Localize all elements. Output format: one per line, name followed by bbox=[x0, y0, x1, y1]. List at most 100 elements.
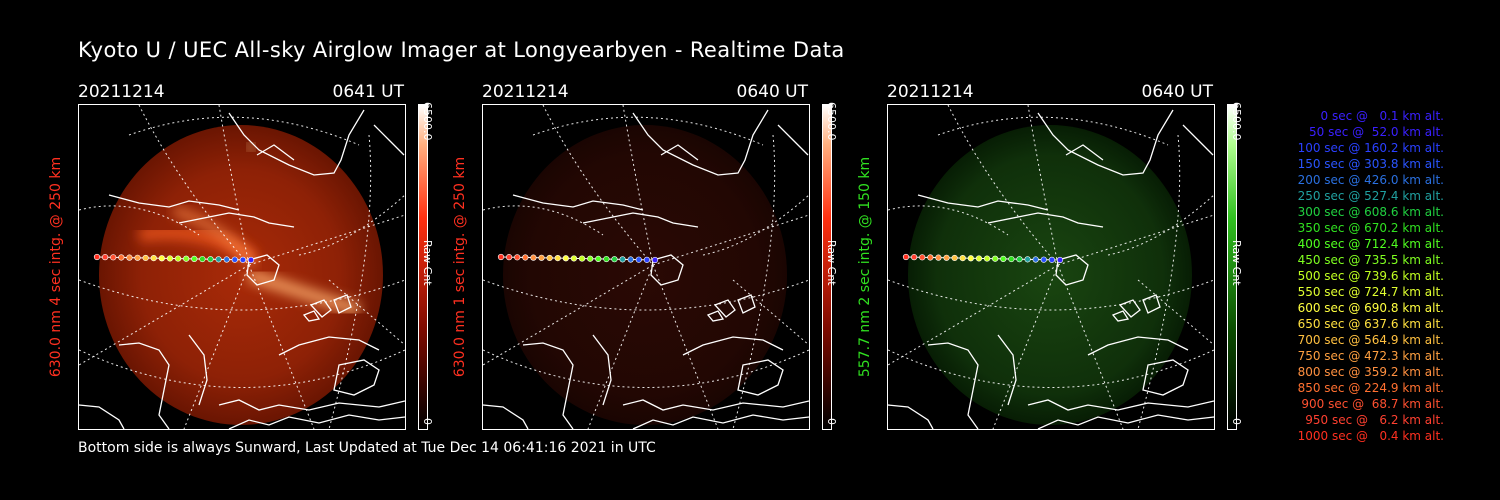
page-title: Kyoto U / UEC All-sky Airglow Imager at … bbox=[78, 38, 845, 62]
coastline bbox=[108, 194, 240, 211]
legend-entry: 300 sec @ 608.6 km alt. bbox=[1297, 205, 1444, 219]
coastline bbox=[917, 194, 1049, 211]
grid-line bbox=[79, 205, 200, 236]
track-marker bbox=[911, 254, 918, 261]
track-marker bbox=[919, 254, 926, 261]
track-marker bbox=[587, 255, 594, 262]
grid-line bbox=[218, 105, 250, 266]
grid-line bbox=[702, 194, 809, 256]
panel-ylabel: 630.0 nm 4 sec intg. @ 250 km bbox=[48, 156, 64, 378]
grid-line bbox=[298, 194, 405, 256]
grid-line bbox=[128, 116, 360, 146]
track-marker bbox=[603, 255, 610, 263]
track-marker bbox=[927, 254, 934, 261]
legend-entry: 150 sec @ 303.8 km alt. bbox=[1297, 157, 1444, 171]
coastline bbox=[79, 404, 125, 429]
panel-ylabel: 630.0 nm 1 sec intg. @ 250 km bbox=[452, 156, 468, 378]
track-marker bbox=[142, 254, 149, 262]
legend-entry: 850 sec @ 224.9 km alt. bbox=[1297, 381, 1444, 395]
track-marker bbox=[935, 254, 942, 261]
grid-line bbox=[888, 279, 1214, 311]
trajectory-track bbox=[902, 253, 1064, 264]
sky-map bbox=[888, 105, 1214, 429]
track-marker bbox=[959, 255, 966, 262]
legend-entry: 50 sec @ 52.0 km alt. bbox=[1309, 125, 1444, 139]
colorbar bbox=[822, 104, 832, 430]
track-marker bbox=[174, 255, 182, 262]
track-marker bbox=[967, 255, 974, 262]
track-marker bbox=[1024, 256, 1031, 263]
coastline bbox=[622, 399, 809, 411]
track-marker bbox=[570, 255, 578, 262]
coastline bbox=[188, 334, 208, 406]
legend-entry: 600 sec @ 690.8 km alt. bbox=[1297, 301, 1444, 315]
grid-line bbox=[652, 214, 809, 266]
panel-date: 20211214 bbox=[78, 82, 165, 102]
coastline bbox=[309, 299, 332, 318]
legend-entry: 750 sec @ 472.3 km alt. bbox=[1297, 349, 1444, 363]
coastline bbox=[178, 212, 295, 228]
track-marker bbox=[134, 254, 141, 261]
grid-line bbox=[1027, 105, 1059, 266]
grid-line bbox=[622, 105, 654, 266]
aurora-arc bbox=[172, 206, 258, 268]
panel-time: 0640 UT bbox=[736, 82, 809, 102]
grid-line bbox=[328, 279, 405, 346]
coastline bbox=[333, 294, 352, 314]
coastline bbox=[660, 144, 699, 161]
coastline bbox=[218, 399, 405, 411]
coastline bbox=[483, 404, 529, 429]
legend-entry: 500 sec @ 739.6 km alt. bbox=[1297, 269, 1444, 283]
imager-panel-1: 20211214 0641 UT 630.0 nm 4 sec intg. @ … bbox=[48, 80, 458, 430]
grid-line bbox=[1137, 134, 1181, 429]
coastline bbox=[632, 414, 809, 429]
coastline bbox=[302, 310, 321, 322]
all-sky-image bbox=[887, 104, 1215, 430]
track-marker bbox=[1056, 256, 1064, 264]
track-marker bbox=[199, 255, 206, 263]
track-marker bbox=[902, 253, 910, 261]
coastline bbox=[228, 109, 365, 176]
track-marker bbox=[530, 254, 537, 261]
grid-line bbox=[1137, 279, 1214, 346]
track-marker bbox=[166, 255, 174, 262]
track-marker bbox=[102, 254, 109, 261]
track-marker bbox=[183, 255, 190, 262]
sky-disk bbox=[503, 125, 787, 425]
track-marker bbox=[223, 256, 230, 263]
track-marker bbox=[1048, 256, 1055, 263]
track-marker bbox=[118, 254, 125, 261]
colorbar bbox=[1227, 104, 1237, 430]
track-marker bbox=[1016, 256, 1023, 263]
grid-line bbox=[328, 134, 372, 429]
coastline bbox=[1027, 399, 1214, 411]
legend-entry: 0 sec @ 0.1 km alt. bbox=[1320, 109, 1445, 123]
panel-date: 20211214 bbox=[887, 82, 974, 102]
coastline bbox=[1182, 124, 1214, 156]
coastline bbox=[1065, 144, 1104, 161]
track-marker bbox=[943, 254, 950, 261]
grid-line bbox=[483, 349, 809, 388]
coastline bbox=[1037, 109, 1174, 176]
coastline bbox=[1142, 294, 1161, 314]
grid-line bbox=[732, 134, 776, 429]
legend-entry: 950 sec @ 6.2 km alt. bbox=[1305, 413, 1444, 427]
legend-entry: 250 sec @ 527.4 km alt. bbox=[1297, 189, 1444, 203]
imager-panel-3: 20211214 0640 UT 557.7 nm 2 sec intg. @ … bbox=[857, 80, 1267, 430]
legend-entry: 650 sec @ 637.6 km alt. bbox=[1297, 317, 1444, 331]
track-marker bbox=[191, 255, 198, 262]
sky-map bbox=[483, 105, 809, 429]
track-marker bbox=[562, 255, 569, 262]
grid-line bbox=[138, 105, 250, 266]
coastline bbox=[333, 359, 380, 396]
coastline bbox=[987, 212, 1104, 228]
track-marker bbox=[514, 254, 521, 261]
sky-disk bbox=[908, 125, 1192, 425]
track-marker bbox=[158, 255, 165, 262]
coastline bbox=[1087, 336, 1189, 356]
coastline bbox=[373, 124, 405, 156]
track-marker bbox=[554, 255, 561, 262]
coastline bbox=[512, 194, 644, 211]
coastline bbox=[777, 124, 809, 156]
grid-line bbox=[542, 105, 654, 266]
